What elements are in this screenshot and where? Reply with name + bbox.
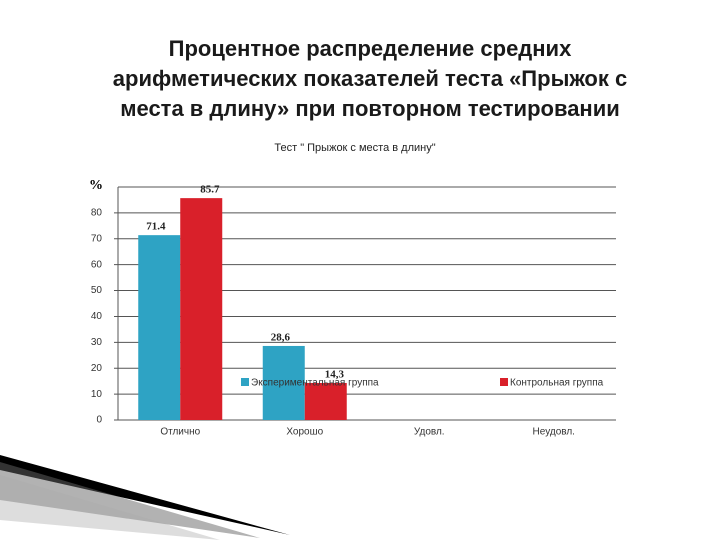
value-label: 71.4: [146, 221, 166, 233]
slide-title: арифметических показателей теста «Прыжок…: [113, 66, 627, 91]
y-tick-label: 30: [91, 337, 103, 348]
chart-title: Тест " Прыжок с места в длину": [274, 142, 435, 154]
bar: [138, 235, 181, 420]
bar: [180, 198, 223, 420]
x-tick-label: Неудовл.: [533, 427, 575, 438]
y-tick-label: 60: [91, 259, 103, 270]
y-axis-label: %: [89, 178, 103, 193]
legend-swatch: [241, 378, 249, 386]
x-tick-label: Отлично: [160, 427, 200, 438]
slide-title: Процентное распределение средних: [169, 36, 572, 61]
y-tick-label: 50: [91, 285, 103, 296]
y-tick-label: 80: [91, 208, 103, 219]
value-label: 85.7: [200, 184, 220, 196]
y-tick-label: 70: [91, 233, 103, 244]
legend-swatch: [500, 378, 508, 386]
bar: [304, 382, 347, 420]
legend-label: Экспериментальная группа: [251, 378, 379, 389]
y-tick-label: 0: [96, 415, 102, 426]
x-tick-label: Хорошо: [286, 427, 323, 438]
y-tick-label: 20: [91, 363, 103, 374]
y-tick-label: 10: [91, 389, 103, 400]
value-label: 14,3: [325, 369, 345, 381]
decoration: [0, 455, 290, 540]
value-label: 28,6: [271, 331, 291, 343]
bar: [262, 345, 305, 420]
y-tick-label: 40: [91, 311, 103, 322]
slide-title: места в длину» при повторном тестировани…: [120, 96, 620, 121]
x-tick-label: Удовл.: [414, 427, 445, 438]
legend-label: Контрольная группа: [510, 378, 604, 389]
